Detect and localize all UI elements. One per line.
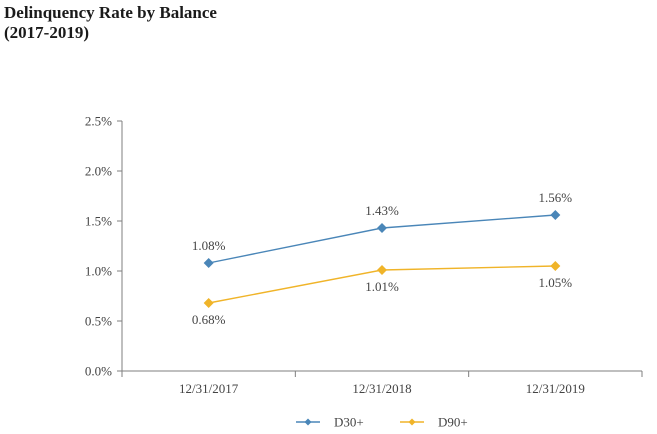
legend-label: D30+ (334, 415, 364, 430)
legend-item-d30: D30+ (296, 415, 364, 430)
chart-legend: D30+ D90+ (296, 415, 468, 430)
y-tick-label: 2.0% (85, 164, 112, 179)
data-label: 1.01% (365, 279, 399, 294)
y-tick-label: 2.5% (85, 114, 112, 129)
data-point-marker (377, 223, 387, 233)
chart-series: 1.08% 1.43% 1.56% 0.68% 1.01% 1.05% (192, 190, 572, 327)
legend-item-d90: D90+ (400, 415, 468, 430)
series-d30: 1.08% 1.43% 1.56% (192, 190, 572, 268)
y-tick-label: 1.0% (85, 264, 112, 279)
data-label: 1.56% (539, 190, 573, 205)
data-label: 1.43% (365, 203, 399, 218)
series-d90: 0.68% 1.01% 1.05% (192, 261, 572, 327)
data-label: 1.05% (539, 275, 573, 290)
x-tick-label: 12/31/2017 (179, 381, 239, 396)
chart-title: Delinquency Rate by Balance (2017-2019) (4, 3, 217, 43)
data-point-marker (550, 261, 561, 271)
legend-marker (304, 418, 312, 426)
chart-axes: 0.0% 0.5% 1.0% 1.5% 2.0% 2.5% 12/31/2017 12/31/… (85, 114, 643, 396)
chart-title-line1: Delinquency Rate by Balance (4, 3, 217, 22)
y-tick-label: 0.0% (85, 364, 112, 379)
data-label: 0.68% (192, 312, 226, 327)
legend-marker (408, 418, 416, 426)
data-point-marker (203, 258, 214, 268)
data-label: 1.08% (192, 238, 226, 253)
y-tick-label: 0.5% (85, 314, 112, 329)
x-tick-label: 12/31/2019 (526, 381, 585, 396)
x-tick-label: 12/31/2018 (352, 381, 411, 396)
data-point-marker (550, 210, 561, 220)
data-point-marker (377, 265, 387, 275)
y-tick-label: 1.5% (85, 214, 112, 229)
data-point-marker (203, 298, 214, 308)
chart-title-line2: (2017-2019) (4, 23, 89, 42)
legend-label: D90+ (438, 415, 468, 430)
series-line (208, 214, 556, 264)
